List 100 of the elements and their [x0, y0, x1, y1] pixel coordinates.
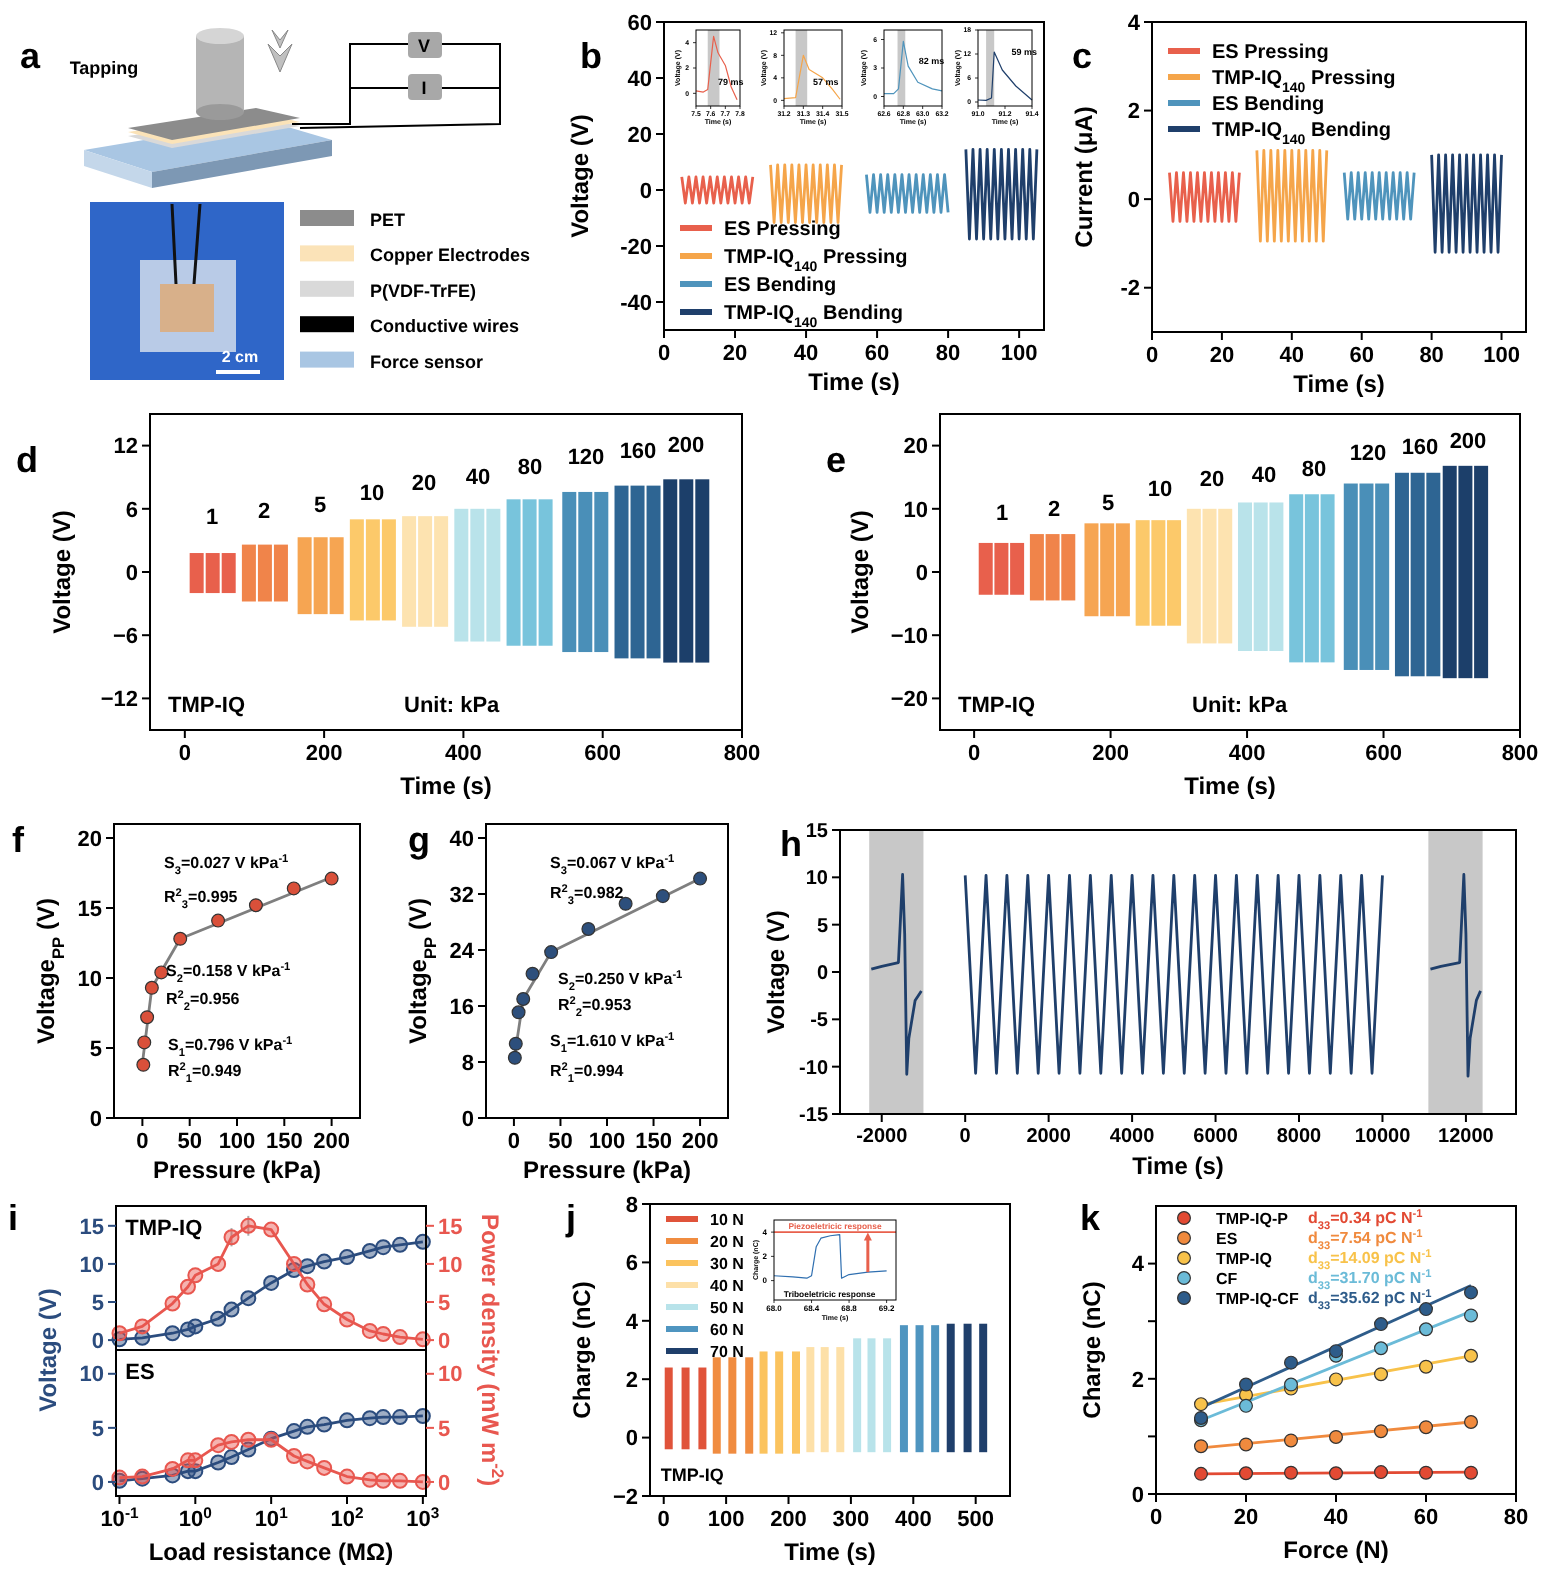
- x-tick-label: 8000: [1276, 1126, 1323, 1148]
- chart-title: h: [780, 824, 802, 864]
- x-tick-label: 200: [305, 742, 343, 766]
- x-tick-label: 150: [635, 1130, 672, 1154]
- annotation: 120: [1349, 442, 1387, 466]
- x-tick-label: 500: [957, 1508, 995, 1532]
- annotation: ES: [125, 1361, 155, 1386]
- y-axis-title: Current (μA): [1070, 106, 1098, 248]
- x-tick-label: 200: [681, 1130, 719, 1154]
- x-tick-label: 400: [445, 742, 482, 766]
- x-tick-label: 400: [1228, 742, 1266, 766]
- annotation: 1: [995, 502, 1009, 526]
- annotation: TMP-IQ: [168, 694, 246, 718]
- x-tick-label: 200: [313, 1130, 350, 1154]
- legend-label: CF: [1216, 1269, 1238, 1288]
- x-tick-label: 50: [548, 1130, 573, 1154]
- x-tick-label: 20: [1209, 344, 1235, 368]
- y-tick-label: 0: [1131, 1483, 1144, 1508]
- x-tick-label: 60: [1413, 1506, 1439, 1530]
- text: d: [16, 440, 38, 480]
- x-axis-title: Pressure (kPa): [522, 1156, 692, 1184]
- y-tick-label: 2: [1127, 100, 1140, 125]
- x-tick-label: 100: [707, 1508, 745, 1532]
- annotation: S$_{3}$=0.067 V kPa$^{-1}$: [550, 854, 675, 878]
- y-tick-label: 60: [627, 11, 652, 36]
- x-tick-label: 40: [1323, 1506, 1349, 1530]
- legend-label: TMP-IQ-P: [1216, 1209, 1290, 1228]
- x-tick-label: 600: [584, 742, 622, 766]
- legend-label: 40 N: [710, 1276, 745, 1295]
- annotation: R$^{2}$$_{2}$=0.953: [558, 996, 633, 1020]
- x-axis-title: Time (s): [1184, 772, 1276, 800]
- text: a: [20, 36, 42, 76]
- annotation: 200: [667, 434, 705, 458]
- y-tick-label: -40: [620, 291, 652, 316]
- x-axis-title: Load resistance (MΩ): [148, 1538, 394, 1566]
- y-tick-label: 4: [1131, 1253, 1146, 1278]
- y-tick-label: 0: [91, 1329, 104, 1354]
- y-tick-label: 2: [1131, 1368, 1144, 1393]
- x-tick-label: 0: [657, 1508, 670, 1532]
- x-tick-label: 200: [770, 1508, 807, 1532]
- y-tick-label: 10: [79, 1253, 104, 1278]
- annotation: S$_{3}$=0.027 V kPa$^{-1}$: [164, 854, 289, 878]
- y-axis-title: Voltage (V): [846, 510, 874, 634]
- y-tick-label: 4: [625, 1310, 640, 1335]
- legend-label: 60 N: [710, 1320, 745, 1339]
- chart-title: b: [580, 36, 602, 76]
- annotation: 5: [1101, 492, 1115, 516]
- y-tick-label: 10: [903, 498, 928, 523]
- annotation: Unit: kPa: [1192, 694, 1290, 718]
- legend-label: TMP-IQ$_{140}$ Pressing: [724, 247, 908, 274]
- y-tick-label: 32: [449, 883, 474, 908]
- annotation: 160: [1401, 436, 1439, 460]
- legend-label: 70 N: [710, 1342, 745, 1361]
- y-tick-label: 0: [89, 1107, 102, 1132]
- x-axis-title: Time (s): [400, 772, 492, 800]
- x-tick-label: 80: [1503, 1506, 1529, 1530]
- x-tick-label: 12000: [1438, 1126, 1495, 1148]
- y-tick-label: 0: [816, 963, 829, 985]
- annotation: TMP-IQ: [660, 1465, 724, 1486]
- annotation: 120: [567, 446, 605, 470]
- y-tick-label: 5: [91, 1417, 104, 1442]
- y-tick-label: 20: [903, 435, 928, 460]
- category-label: PET: [370, 210, 407, 230]
- y-tick-label: 40: [627, 67, 652, 92]
- y-tick-label: 4: [1127, 11, 1142, 36]
- annotation: 10: [359, 482, 385, 506]
- annotation: d$_{33}$=35.62 pC N$^{-1}$: [1308, 1289, 1432, 1313]
- x-tick-label: 0: [507, 1130, 521, 1154]
- legend-label: 30 N: [710, 1254, 745, 1273]
- x-tick-label: 2000: [1026, 1126, 1072, 1148]
- x-tick-label: 150: [265, 1130, 303, 1154]
- y-tick-label: −12: [100, 688, 138, 713]
- chart-title: g: [408, 820, 430, 860]
- y-tick-label: −6: [112, 624, 138, 649]
- y-tick-label: 20: [77, 827, 102, 852]
- y-tick-label: 5: [89, 1037, 102, 1062]
- x-tick-label: 80: [935, 342, 961, 366]
- x-axis-title: Time (s): [1132, 1152, 1224, 1180]
- annotation: S$_{1}$=1.610 V kPa$^{-1}$: [550, 1032, 675, 1056]
- x-tick-label: 10$^{0}$: [178, 1503, 212, 1532]
- annotation: 200: [1449, 430, 1487, 454]
- y-tick-label: −10: [890, 624, 928, 649]
- legend-label: TMP-IQ: [1216, 1249, 1272, 1268]
- x-tick-label: 600: [1365, 742, 1402, 766]
- category-label: P(VDF-TrFE): [370, 280, 476, 301]
- annotation: 2: [257, 500, 271, 524]
- y-tick-label: 6: [125, 498, 138, 523]
- y-axis-title: Charge (nC): [568, 1281, 596, 1419]
- text: Tapping: [69, 58, 139, 78]
- y-tick-label: 0: [639, 179, 652, 204]
- x-tick-label: 10$^{1}$: [254, 1503, 290, 1532]
- y-tick-label: 0: [915, 561, 928, 586]
- y-axis-title: Voltage (V): [48, 510, 76, 634]
- x-tick-label: 100: [1000, 342, 1038, 366]
- y-tick-label: 0: [1127, 188, 1140, 213]
- y-axis-title: Voltage (V): [34, 1288, 62, 1412]
- x-tick-label: 10$^{-1}$: [100, 1503, 140, 1532]
- annotation: 80: [517, 456, 543, 480]
- legend-label: TMP-IQ$_{140}$ Bending: [724, 303, 903, 330]
- x-axis-title: Force (N): [1283, 1536, 1389, 1564]
